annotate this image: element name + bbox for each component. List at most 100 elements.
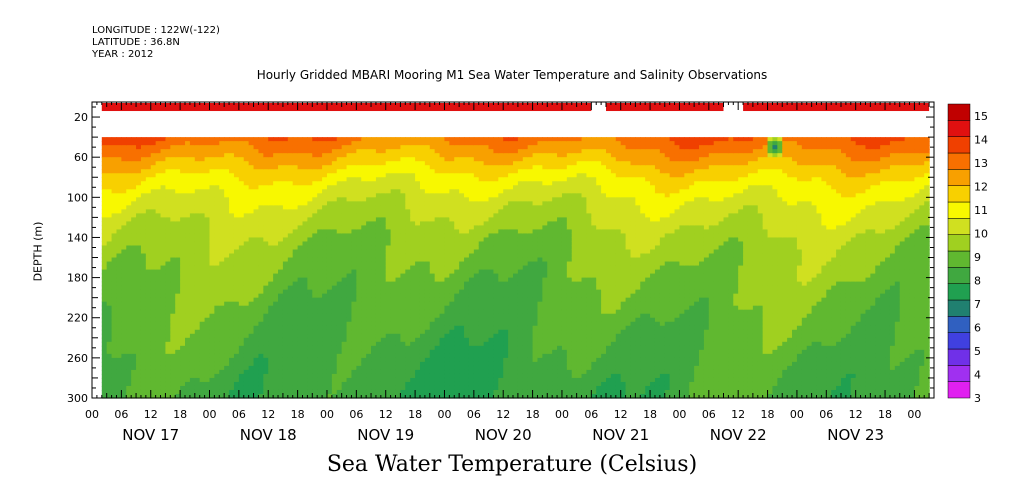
field-cell [312,245,318,251]
field-cell [371,281,377,287]
field-cell [473,265,480,271]
field-cell [464,185,470,190]
field-cell [180,353,186,359]
field-cell [253,169,260,174]
field-cell [219,237,225,243]
field-cell [214,345,220,351]
field-cell [248,285,255,291]
field-cell [400,389,406,395]
field-cell [263,269,269,275]
field-cell [292,241,299,247]
field-cell [419,297,426,303]
field-cell [429,213,436,218]
field-cell [292,261,299,267]
field-cell [312,277,318,283]
field-cell [302,249,308,255]
field-cell [449,357,455,363]
field-cell [263,233,269,239]
field-cell [366,389,372,395]
field-cell [204,197,211,202]
field-cell [444,265,450,271]
field-cell [297,257,304,263]
field-cell [322,177,328,182]
field-cell [380,385,387,391]
field-cell [268,169,274,174]
field-cell [243,317,250,323]
field-cell [175,229,181,235]
field-cell [160,197,167,202]
field-cell [380,245,387,251]
field-cell [199,349,206,355]
field-cell [312,197,318,202]
field-cell [140,173,147,178]
field-cell [233,185,240,190]
field-cell [415,197,421,202]
field-cell [454,201,460,206]
field-cell [405,333,411,339]
field-cell [371,149,377,154]
field-cell [292,269,299,275]
field-cell [189,389,196,395]
field-cell [366,385,372,391]
field-cell [424,137,431,142]
field-cell [419,269,426,275]
field-cell [219,305,225,311]
field-cell [268,225,274,231]
field-cell [395,357,402,363]
field-cell [126,153,132,158]
field-cell [361,233,367,239]
field-cell [464,365,470,371]
field-cell [268,173,274,178]
field-cell [101,265,108,271]
field-cell [258,261,264,267]
field-cell [395,213,402,218]
field-cell [297,177,304,182]
field-cell [278,281,284,287]
field-cell [287,325,294,331]
field-cell [126,381,132,387]
field-cell [140,329,147,335]
field-cell [121,381,127,387]
field-cell [419,357,426,363]
field-cell [424,213,431,218]
field-cell [473,261,480,267]
field-cell [214,193,220,198]
field-cell [160,149,167,154]
field-cell [243,165,250,170]
field-cell [400,377,406,383]
field-cell [302,261,308,267]
field-cell [341,161,348,166]
field-cell [434,369,441,375]
field-cell [468,369,475,375]
field-cell [194,273,201,279]
field-cell [336,197,343,202]
field-cell [390,369,397,375]
field-cell [302,141,308,146]
field-cell [165,217,171,223]
field-cell [199,225,206,231]
field-cell [341,205,348,210]
field-cell [297,217,304,223]
field-cell [116,317,122,323]
field-cell [238,157,245,162]
field-cell [424,289,431,295]
field-cell [473,285,480,291]
field-cell [459,149,465,154]
field-cell [209,349,215,355]
field-cell [175,313,181,319]
field-cell [410,245,416,251]
field-cell [380,277,387,283]
field-cell [140,309,147,315]
field-cell [371,229,377,235]
field-cell [238,337,245,343]
field-cell [419,353,426,359]
field-cell [229,277,235,283]
field-cell [302,289,308,295]
field-cell [395,337,402,343]
field-cell [131,273,137,279]
field-cell [454,365,460,371]
field-cell [106,161,113,166]
field-cell [439,297,446,303]
field-cell [253,273,260,279]
field-cell [444,153,450,158]
